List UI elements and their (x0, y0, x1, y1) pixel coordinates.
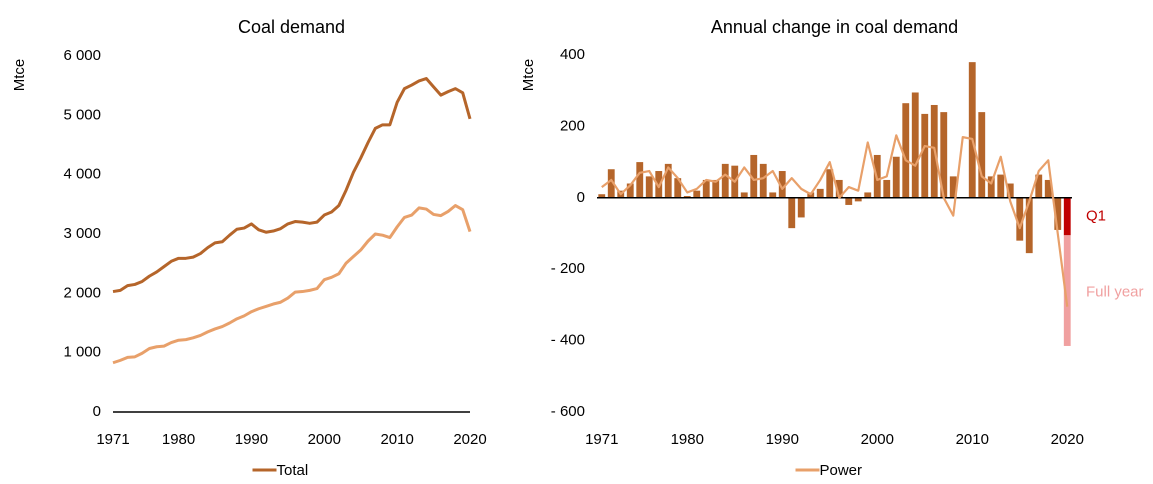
bar (712, 179, 720, 198)
bar (911, 92, 919, 198)
bar (788, 197, 796, 229)
x-tick-label: 2010 (380, 431, 413, 448)
bar (921, 113, 929, 198)
bar (664, 163, 672, 198)
bar (693, 190, 701, 198)
bar (636, 162, 644, 198)
bar (1006, 183, 1014, 198)
bar (750, 154, 758, 198)
x-tick-label: 1980 (671, 431, 704, 448)
y-tick-label: 0 (577, 189, 585, 206)
x-tick-label: 1980 (162, 431, 195, 448)
x-tick-label: 1971 (96, 431, 129, 448)
bar (949, 176, 957, 198)
chart-title: Annual change in coal demand (711, 17, 958, 37)
bar (997, 174, 1005, 198)
bar (835, 179, 843, 198)
bar (940, 112, 948, 198)
bar (864, 192, 872, 198)
bar (598, 194, 606, 198)
y-tick-label: 1 000 (63, 344, 101, 361)
x-tick-label: 2000 (308, 431, 341, 448)
estimate-label: Q1 (1086, 208, 1106, 225)
bar (1025, 197, 1033, 254)
estimate-bar (1063, 235, 1071, 346)
bar (683, 196, 691, 198)
bar (769, 192, 777, 198)
y-tick-label: 0 (93, 403, 101, 420)
y-tick-label: 6 000 (63, 47, 101, 64)
y-tick-label: 5 000 (63, 106, 101, 123)
x-tick-label: 1971 (585, 431, 618, 448)
bar (759, 163, 767, 198)
bar (674, 178, 682, 198)
bar (607, 169, 615, 198)
bar (645, 176, 653, 198)
legend-label: Total (277, 462, 309, 479)
y-tick-label: 2 000 (63, 284, 101, 301)
line (112, 204, 472, 365)
chart-title: Coal demand (238, 17, 345, 37)
x-tick-label: 1990 (235, 431, 268, 448)
bar (626, 183, 634, 198)
bar (902, 103, 910, 198)
y-tick-label: - 400 (551, 332, 585, 349)
bar (816, 188, 824, 198)
x-tick-label: 2010 (956, 431, 989, 448)
bar (1016, 197, 1024, 241)
legend-label: Power (820, 462, 863, 479)
y-tick-label: - 600 (551, 403, 585, 420)
y-tick-label: 4 000 (63, 166, 101, 183)
bar (1054, 197, 1062, 230)
line (112, 77, 472, 294)
y-axis-label: Mtce (11, 59, 28, 92)
y-tick-label: - 200 (551, 260, 585, 277)
line (601, 134, 1069, 307)
y-tick-label: 3 000 (63, 225, 101, 242)
bar (845, 197, 853, 205)
bar (968, 62, 976, 198)
x-tick-label: 2020 (1051, 431, 1084, 448)
bar (883, 179, 891, 198)
bar (1035, 174, 1043, 198)
y-tick-label: 200 (560, 117, 585, 134)
bar (655, 171, 663, 198)
bar (702, 179, 710, 198)
y-tick-label: 400 (560, 46, 585, 63)
estimate-bar (1063, 197, 1071, 236)
x-tick-label: 2000 (861, 431, 894, 448)
bar (978, 112, 986, 198)
y-axis-label: Mtce (520, 59, 537, 92)
bar (987, 176, 995, 198)
bar (740, 192, 748, 198)
bar (892, 156, 900, 198)
x-tick-label: 1990 (766, 431, 799, 448)
bar (797, 197, 805, 218)
bar (1044, 179, 1052, 198)
bar (721, 163, 729, 198)
bar (778, 171, 786, 198)
bar (854, 197, 862, 202)
estimate-label: Full year (1086, 284, 1144, 301)
bar (826, 169, 834, 198)
x-tick-label: 2020 (453, 431, 486, 448)
